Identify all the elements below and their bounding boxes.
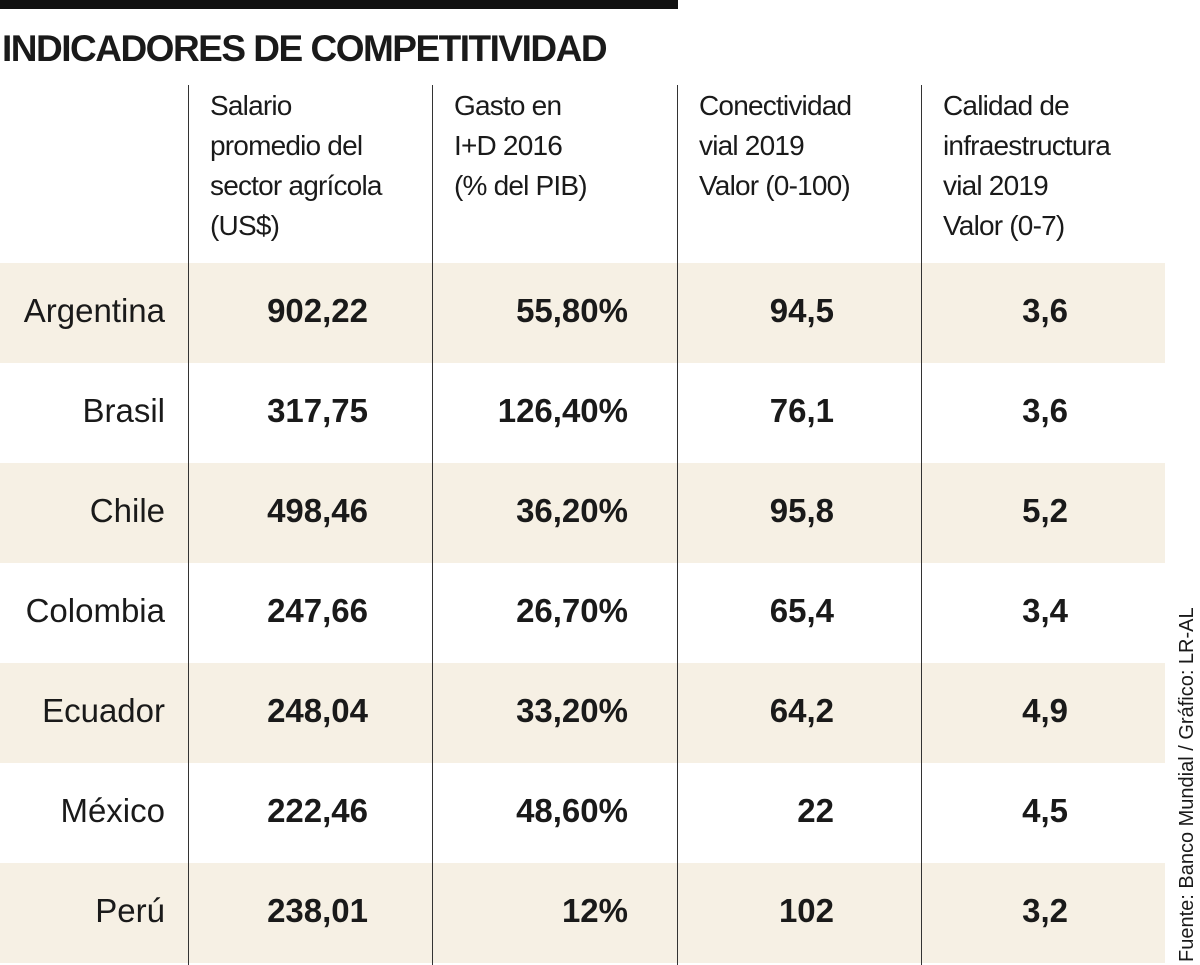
column-header: promedio del [210,130,363,161]
cell-value: 64,2 [769,692,834,729]
cell-value: 248,04 [267,692,368,729]
country-name: Colombia [25,592,165,629]
cell-value: 102 [778,892,834,929]
column-header: vial 2019 [699,130,805,161]
country-name: Ecuador [42,692,165,729]
row-band [0,663,1165,763]
column-divider [921,85,922,965]
row-band [0,263,1165,363]
cell-value: 3,6 [1022,292,1068,329]
row-band [0,863,1165,963]
cell-value: 3,2 [1022,892,1068,929]
cell-value: 55,80% [516,292,628,329]
cell-value: 76,1 [769,392,834,429]
cell-value: 33,20% [516,692,628,729]
column-header: Gasto en [454,90,562,121]
column-header: vial 2019 [943,170,1049,201]
cell-value: 902,22 [267,292,368,329]
source: Fuente: Banco Mundial / Gráfico: LR-AL [1176,607,1198,962]
cell-value: 95,8 [769,492,834,529]
cell-value: 317,75 [267,392,368,429]
country-name: Argentina [23,292,165,329]
country-name: Brasil [82,392,165,429]
row-band [0,463,1165,563]
cell-value: 48,60% [516,792,628,829]
column-divider [677,85,678,965]
column-header: Salario [210,90,292,121]
column-header: Conectividad [699,90,852,121]
cell-value: 498,46 [267,492,368,529]
cell-value: 22 [797,792,834,829]
cell-value: 26,70% [516,592,628,629]
column-header: Valor (0-7) [943,210,1065,241]
cell-value: 65,4 [769,592,834,629]
top-bar [0,0,678,9]
column-header: (US$) [210,210,280,241]
cell-value: 126,40% [497,392,628,429]
column-header: Valor (0-100) [699,170,851,201]
country-name: Chile [89,492,165,529]
column-divider [188,85,189,965]
column-header: sector agrícola [210,170,382,201]
cell-value: 36,20% [516,492,628,529]
country-name: México [60,792,165,829]
cell-value: 247,66 [267,592,368,629]
column-header: (% del PIB) [454,170,588,201]
column-header: I+D 2016 [454,130,563,161]
cell-value: 94,5 [769,292,834,329]
country-name: Perú [95,892,165,929]
column-divider [432,85,433,965]
cell-value: 222,46 [267,792,368,829]
cell-value: 4,5 [1022,792,1068,829]
cell-value: 5,2 [1022,492,1068,529]
title: INDICADORES DE COMPETITIVIDAD [2,28,608,69]
cell-value: 3,4 [1022,592,1068,629]
cell-value: 4,9 [1022,692,1068,729]
column-header: Calidad de [943,90,1070,121]
column-header: infraestructura [943,130,1111,161]
cell-value: 12% [561,892,628,929]
cell-value: 238,01 [267,892,368,929]
cell-value: 3,6 [1022,392,1068,429]
